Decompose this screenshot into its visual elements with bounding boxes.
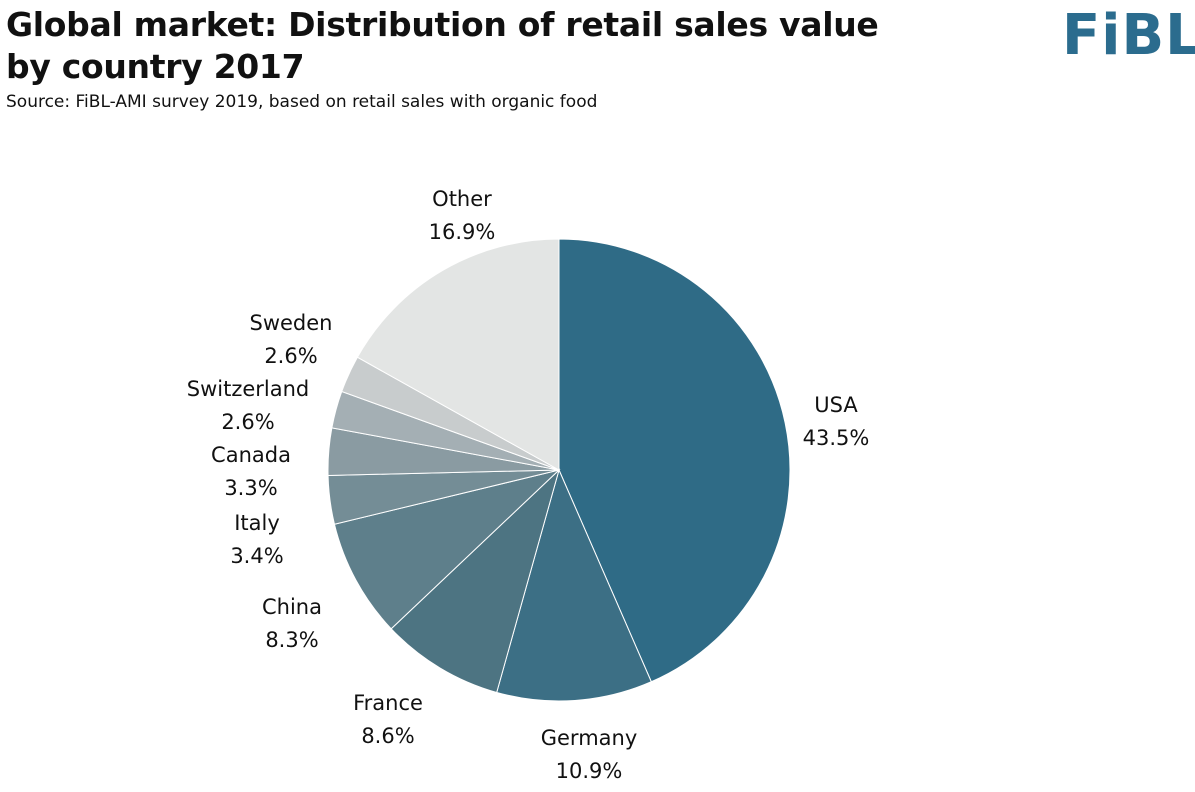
slice-label-canada: Canada bbox=[211, 443, 291, 467]
slice-germany bbox=[496, 468, 652, 702]
slice-france bbox=[390, 468, 560, 694]
slice-value-china: 8.3% bbox=[265, 628, 318, 652]
slice-value-canada: 3.3% bbox=[224, 476, 277, 500]
slice-label-italy: Italy bbox=[234, 511, 280, 535]
slice-label-usa: USA bbox=[814, 393, 858, 417]
slice-other bbox=[356, 238, 560, 471]
slice-label-germany: Germany bbox=[541, 726, 638, 750]
chart-source-note: Source: FiBL-AMI survey 2019, based on r… bbox=[6, 92, 598, 112]
slice-value-usa: 43.5% bbox=[803, 426, 870, 450]
chart-title: Global market: Distribution of retail sa… bbox=[6, 5, 879, 86]
pie-labels: USA 43.5% Germany 10.9% France 8.6% China 8.3% I… bbox=[187, 187, 870, 783]
slice-usa bbox=[558, 238, 791, 683]
slice-value-sweden: 2.6% bbox=[264, 344, 317, 368]
slice-value-france: 8.6% bbox=[361, 724, 414, 748]
slice-china bbox=[333, 469, 561, 630]
slice-label-other: Other bbox=[432, 187, 492, 211]
fibl-logo: FiBL bbox=[1062, 3, 1195, 68]
slice-label-sweden: Sweden bbox=[250, 311, 333, 335]
slice-label-china: China bbox=[262, 595, 322, 619]
pie-slices bbox=[327, 238, 791, 702]
slice-value-switzerland: 2.6% bbox=[221, 410, 274, 434]
slice-value-italy: 3.4% bbox=[230, 544, 283, 568]
slice-label-switzerland: Switzerland bbox=[187, 377, 310, 401]
slice-label-france: France bbox=[353, 691, 423, 715]
slice-value-germany: 10.9% bbox=[556, 759, 623, 783]
slice-value-other: 16.9% bbox=[429, 220, 496, 244]
